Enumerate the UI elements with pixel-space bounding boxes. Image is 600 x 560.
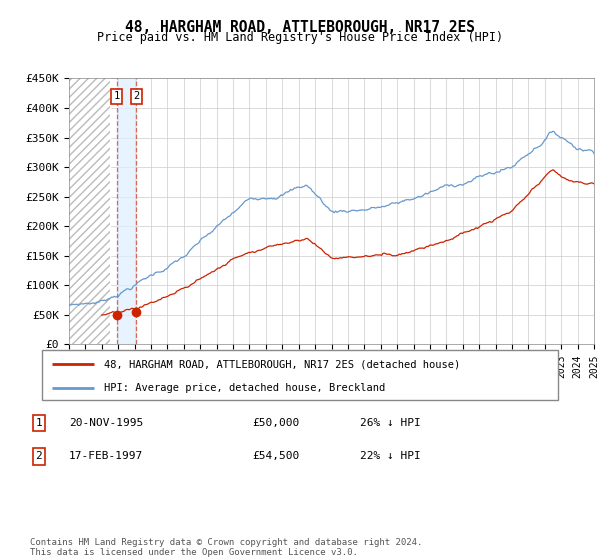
- Bar: [69, 78, 110, 344]
- FancyBboxPatch shape: [42, 350, 558, 400]
- Text: Contains HM Land Registry data © Crown copyright and database right 2024.
This d: Contains HM Land Registry data © Crown c…: [30, 538, 422, 557]
- Text: 2: 2: [35, 451, 43, 461]
- Text: 1: 1: [113, 91, 120, 101]
- Text: Price paid vs. HM Land Registry's House Price Index (HPI): Price paid vs. HM Land Registry's House …: [97, 31, 503, 44]
- Bar: [69, 78, 110, 344]
- Text: 48, HARGHAM ROAD, ATTLEBOROUGH, NR17 2ES (detached house): 48, HARGHAM ROAD, ATTLEBOROUGH, NR17 2ES…: [104, 359, 460, 369]
- Text: 2: 2: [133, 91, 139, 101]
- Text: 26% ↓ HPI: 26% ↓ HPI: [360, 418, 421, 428]
- Text: £50,000: £50,000: [252, 418, 299, 428]
- Bar: [116, 78, 136, 344]
- Text: 48, HARGHAM ROAD, ATTLEBOROUGH, NR17 2ES: 48, HARGHAM ROAD, ATTLEBOROUGH, NR17 2ES: [125, 20, 475, 35]
- Text: HPI: Average price, detached house, Breckland: HPI: Average price, detached house, Brec…: [104, 383, 385, 393]
- Text: £54,500: £54,500: [252, 451, 299, 461]
- Text: 17-FEB-1997: 17-FEB-1997: [69, 451, 143, 461]
- Text: 22% ↓ HPI: 22% ↓ HPI: [360, 451, 421, 461]
- Text: 1: 1: [35, 418, 43, 428]
- Text: 20-NOV-1995: 20-NOV-1995: [69, 418, 143, 428]
